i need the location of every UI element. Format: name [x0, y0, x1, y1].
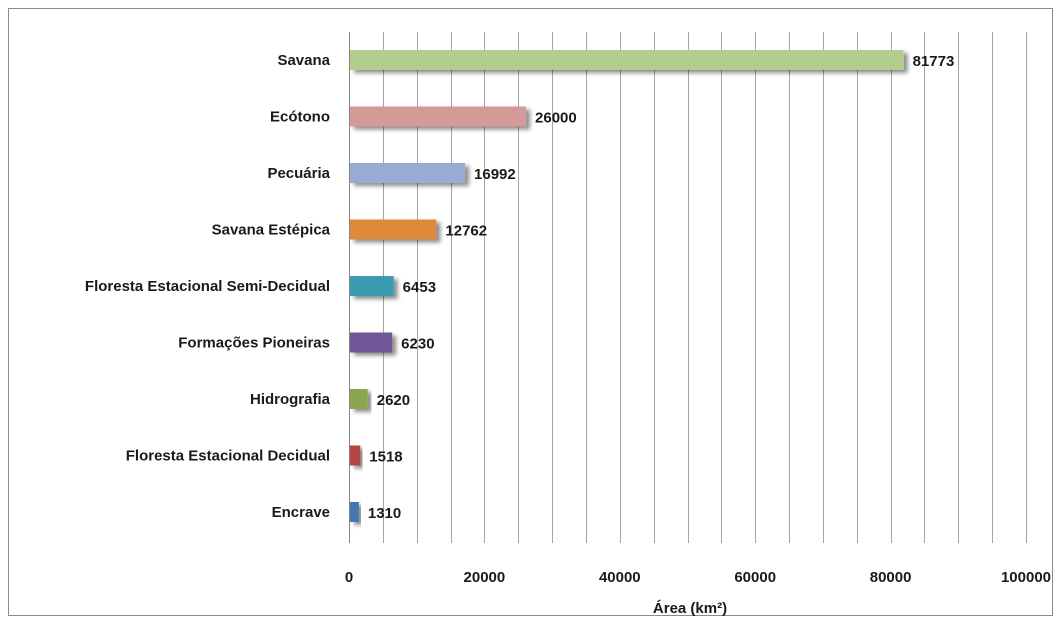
bar [350, 276, 394, 296]
category-label: Pecuária [267, 165, 330, 182]
x-tick-label: 60000 [734, 569, 776, 586]
data-label: 81773 [913, 53, 955, 70]
data-label: 2620 [377, 392, 410, 409]
data-label: 16992 [474, 166, 516, 183]
labels: 0 20000 40000 60000 80000 100000 Savana 81773 Ec… [85, 52, 1051, 586]
x-axis-title: Área (km²) [653, 600, 727, 617]
data-label: 6230 [401, 336, 434, 353]
data-label: 12762 [445, 223, 487, 240]
category-label: Floresta Estacional Decidual [126, 448, 330, 465]
x-tick-label: 100000 [1001, 569, 1051, 586]
x-tick-label: 80000 [870, 569, 912, 586]
category-label: Formações Pioneiras [178, 335, 330, 352]
category-label: Savana Estépica [212, 222, 331, 239]
category-label: Encrave [272, 504, 330, 521]
data-label: 1310 [368, 505, 401, 522]
category-label: Floresta Estacional Semi-Decidual [85, 278, 330, 295]
gridlines [383, 32, 1027, 543]
category-label: Ecótono [270, 109, 330, 126]
data-label: 6453 [403, 279, 436, 296]
data-label: 1518 [369, 449, 402, 466]
data-label: 26000 [535, 110, 577, 127]
bars [350, 50, 904, 522]
bar [350, 332, 393, 353]
category-label: Hidrografia [250, 391, 331, 408]
chart-frame [8, 8, 1053, 616]
bar [350, 163, 466, 183]
bar [350, 445, 361, 466]
x-tick-label: 0 [345, 569, 353, 586]
bar [350, 502, 359, 522]
bar [350, 50, 904, 70]
category-label: Savana [277, 52, 330, 69]
bar [350, 106, 527, 127]
x-tick-label: 20000 [464, 569, 506, 586]
bar [350, 389, 368, 409]
x-tick-label: 40000 [599, 569, 641, 586]
bar [350, 219, 437, 240]
